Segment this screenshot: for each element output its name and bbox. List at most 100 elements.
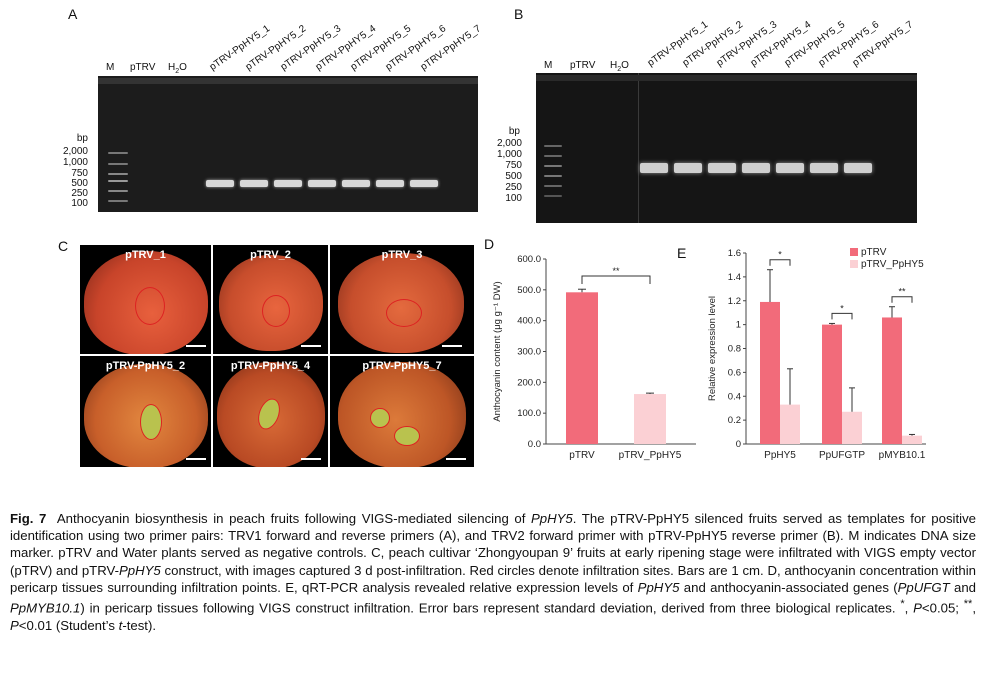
marker-band [108,190,128,192]
lane-label-m: M [106,62,115,73]
sample-band [410,180,438,187]
gel-image-a [98,76,478,212]
y-tick-label: 0.4 [728,391,741,402]
fruit-photo-ptrv-2: pTRV_2 [213,245,328,354]
panel-e-letter: E [677,245,687,261]
photo-label: pTRV_1 [125,249,166,261]
marker-band [108,173,128,175]
fruit-photo-hy5-4: pTRV-PpHY5_4 [213,356,328,467]
significance-bracket [891,296,913,303]
significance-bracket [831,312,853,320]
x-tick-label: pTRV [569,450,595,461]
sample-band [776,163,804,173]
figure-caption: Fig. 7 Anthocyanin biosynthesis in peach… [10,511,977,633]
fruit-photo-hy5-2: pTRV-PpHY5_2 [80,356,211,467]
scale-bar [301,345,321,347]
sample-band [674,163,702,173]
scale-bar [186,458,206,460]
sample-band [640,163,668,173]
bar [842,411,862,444]
photo-label: pTRV_2 [250,249,291,261]
lane-label-h2o: H2O [168,62,187,75]
sample-band [308,180,336,187]
y-tick-label: 200.0 [517,377,541,388]
y-tick-label: 100.0 [517,408,541,419]
marker-band [108,200,128,202]
bp-title: bp [76,133,88,144]
fruit-photo-hy5-7: pTRV-PpHY5_7 [330,356,474,467]
sample-band [844,163,872,173]
sample-band [376,180,404,187]
marker-band [544,165,562,167]
y-tick-label: 0.8 [728,344,741,355]
lane-label-h2o: H2O [610,60,629,73]
photo-label: pTRV-PpHY5_7 [362,360,442,372]
lane-label-hy5-5: pTRV-PpHY5_5 [348,23,414,73]
marker-band [544,195,562,197]
significance-marker: * [778,250,782,260]
marker-band [108,152,128,154]
significance-marker: ** [898,287,906,297]
legend-swatch [850,260,858,268]
significance-bracket [581,275,651,284]
bp-label: 500 [505,171,522,182]
lane-label-hy5-1: pTRV-PpHY5_1 [645,19,711,69]
scale-bar [442,345,462,347]
y-tick-label: 1.6 [728,248,741,259]
bar [882,317,902,444]
y-tick-label: 1 [736,320,741,331]
x-tick-label: PpHY5 [764,450,796,461]
lane-label-ptrv: pTRV [130,62,156,73]
y-tick-label: 0.6 [728,367,741,378]
anthocyanin-bar-chart: 0.0 100.0 200.0 300.0 400.0 500.0 600.0 Anthocy… [492,254,696,461]
y-tick-label: 300.0 [517,347,541,358]
marker-band [544,155,562,157]
sample-band [342,180,370,187]
scale-bar [446,458,466,460]
bp-label: 100 [505,193,522,204]
lane-label-hy5-7: pTRV-PpHY5_7 [850,19,916,69]
fruit-photo-ptrv-1: pTRV_1 [80,245,211,354]
bp-label: 100 [71,198,88,209]
bp-title: bp [508,126,520,137]
scale-bar [301,458,321,460]
bp-label: 2,000 [62,146,88,157]
bp-label: 500 [71,178,88,189]
legend-swatch [850,248,858,256]
sample-band [240,180,268,187]
x-tick-label: PpUFGTP [819,450,865,461]
bar [822,324,842,444]
y-axis-label: Relative expression level [707,296,718,401]
infiltration-circle [394,426,420,446]
lane-label-hy5-7: pTRV-PpHY5_7 [418,23,484,73]
fruit-photo-ptrv-3: pTRV_3 [330,245,474,354]
lane-label-hy5-3: pTRV-PpHY5_3 [278,23,344,73]
lane-label-ptrv: pTRV [570,60,596,71]
y-axis-label: Anthocyanin content (μg g⁻¹ DW) [492,281,503,421]
bp-label: 750 [505,160,522,171]
sample-band [708,163,736,173]
lane-label-hy5-6: pTRV-PpHY5_6 [383,23,449,73]
y-tick-label: 600.0 [517,254,541,265]
y-tick-label: 400.0 [517,316,541,327]
bar [902,435,922,444]
sample-band [206,180,234,187]
scale-bar [186,345,206,347]
bp-label: 750 [71,168,88,179]
legend-label: pTRV [861,247,887,258]
panel-d-letter: D [484,236,495,252]
infiltration-circle [140,404,162,440]
y-tick-label: 0.0 [528,439,541,450]
significance-marker: ** [612,266,620,276]
y-tick-label: 500.0 [517,285,541,296]
lane-label-m: M [544,60,553,71]
fruit-photo-grid: pTRV_1 pTRV_2 pTRV_3 pTRV-PpHY5_2 pTRV-P… [80,245,474,467]
marker-band [108,163,128,165]
bar [566,292,598,444]
x-tick-label: pTRV_PpHY5 [619,450,682,461]
panel-b-letter: B [514,6,524,22]
lane-label-hy5-4: pTRV-PpHY5_4 [313,23,379,73]
bp-label: 2,000 [496,138,522,149]
photo-label: pTRV-PpHY5_2 [105,360,186,372]
infiltration-circle [386,299,422,327]
